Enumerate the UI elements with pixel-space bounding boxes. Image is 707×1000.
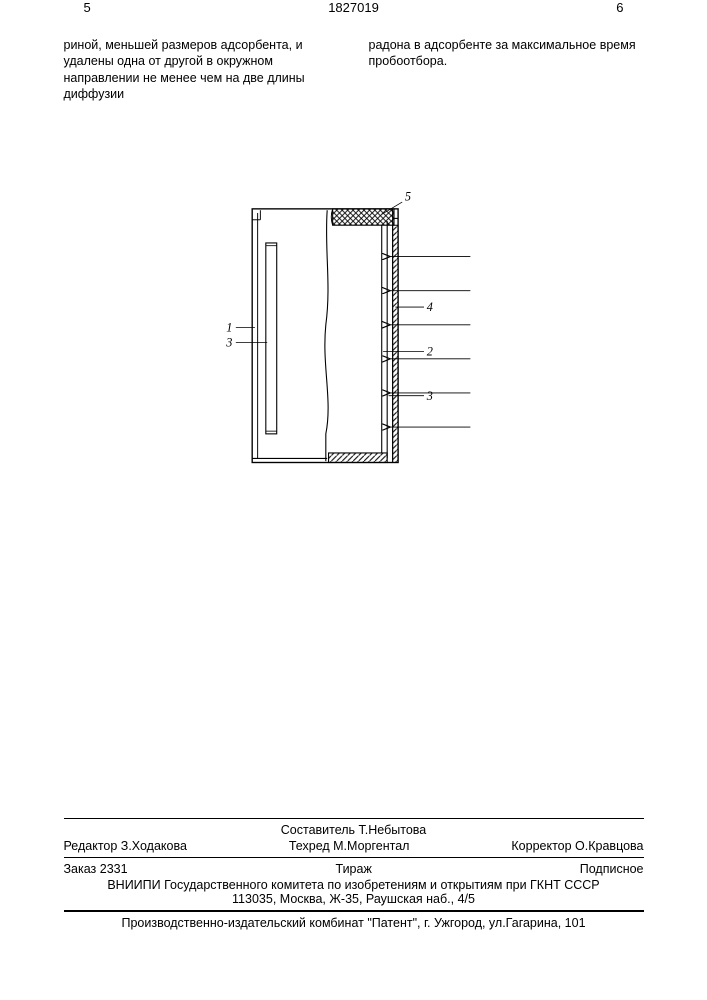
tirazh: Тираж [335, 862, 371, 876]
subscript: Подписное [580, 862, 644, 876]
footer-rule-3 [64, 910, 644, 912]
org-line-1: ВНИИПИ Государственного комитета по изоб… [0, 878, 707, 892]
figure-label-4: 4 [426, 300, 432, 314]
footer-rule-2 [64, 857, 644, 858]
order-row: Заказ 2331 Тираж Подписное [64, 862, 644, 876]
col-left-num: 5 [84, 0, 91, 15]
right-column-text: радона в адсорбенте за максимальное врем… [369, 37, 644, 102]
figure-label-3a: 3 [225, 336, 232, 350]
figure-label-5: 5 [404, 190, 410, 204]
figure-svg: 1 3 5 4 2 3 [184, 120, 484, 550]
editor-row: Редактор З.Ходакова Техред М.Моргентал К… [64, 839, 644, 853]
body-text: риной, меньшей размеров адсорбента, и уд… [64, 37, 644, 102]
technical-figure: 1 3 5 4 2 3 [84, 120, 624, 580]
figure-label-2: 2 [426, 344, 432, 358]
col-right-num: 6 [616, 0, 623, 15]
footer-block: Составитель Т.Небытова Редактор З.Ходако… [0, 814, 707, 930]
figure-label-1: 1 [226, 321, 232, 335]
left-column-text: риной, меньшей размеров адсорбента, и уд… [64, 37, 339, 102]
techred: Техред М.Моргентал [289, 839, 410, 853]
org-line-2: 113035, Москва, Ж-35, Раушская наб., 4/5 [0, 892, 707, 906]
footer-rule-1 [64, 818, 644, 819]
editor: Редактор З.Ходакова [64, 839, 187, 853]
printer-line: Производственно-издательский комбинат "П… [0, 916, 707, 930]
figure-label-3b: 3 [425, 389, 432, 403]
column-numbers: 5 1827019 6 [84, 0, 624, 15]
order: Заказ 2331 [64, 862, 128, 876]
compiler-row: Составитель Т.Небытова [64, 823, 644, 837]
corrector: Корректор О.Кравцова [511, 839, 643, 853]
compiler: Составитель Т.Небытова [281, 823, 426, 837]
doc-number: 1827019 [328, 0, 379, 15]
